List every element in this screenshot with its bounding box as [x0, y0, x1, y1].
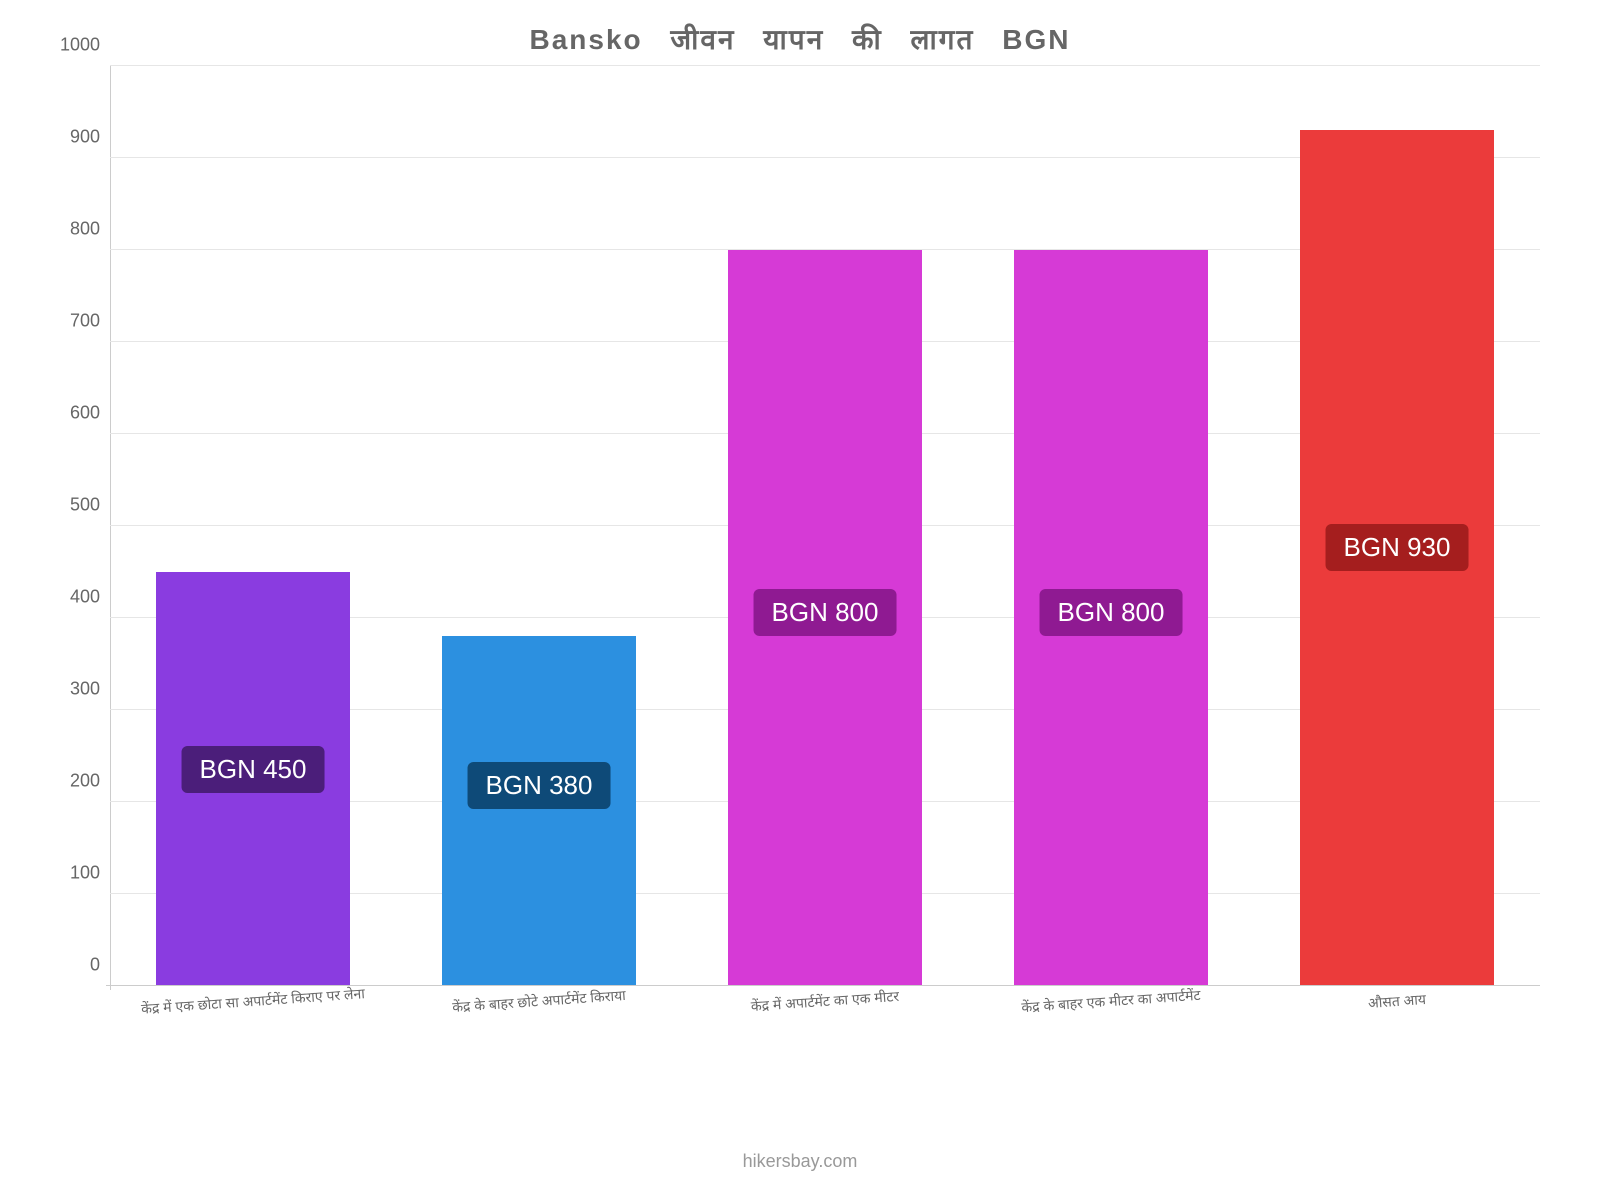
bars-group: BGN 450 BGN 380 BGN 800 BGN 800 BGN 930 — [110, 66, 1540, 986]
x-label-slot: केंद्र में एक छोटा सा अपार्टमेंट किराए प… — [110, 986, 396, 1046]
y-tick-label: 500 — [70, 495, 110, 516]
y-tick-label: 600 — [70, 403, 110, 424]
bar-value-label: BGN 930 — [1326, 524, 1469, 571]
x-label-slot: औसत आय — [1254, 986, 1540, 1046]
bar-value-label: BGN 380 — [468, 762, 611, 809]
bar-slot: BGN 800 — [968, 66, 1254, 986]
bar: BGN 930 — [1300, 130, 1494, 986]
plot-area: 01002003004005006007008009001000 BGN 450… — [110, 66, 1540, 986]
y-tick-label: 300 — [70, 679, 110, 700]
bar-value-label: BGN 450 — [182, 746, 325, 793]
bar-slot: BGN 930 — [1254, 66, 1540, 986]
bar-slot: BGN 380 — [396, 66, 682, 986]
bar-value-label: BGN 800 — [754, 589, 897, 636]
bar-slot: BGN 450 — [110, 66, 396, 986]
x-label-slot: केंद्र के बाहर छोटे अपार्टमेंट किराया — [396, 986, 682, 1046]
x-axis-category-label: केंद्र में अपार्टमेंट का एक मीटर — [750, 987, 899, 1016]
bar: BGN 800 — [1014, 250, 1208, 986]
y-tick-label: 400 — [70, 587, 110, 608]
y-tick-label: 0 — [90, 955, 110, 976]
x-axis-category-label: केंद्र के बाहर एक मीटर का अपार्टमेंट — [1021, 986, 1201, 1017]
x-label-slot: केंद्र के बाहर एक मीटर का अपार्टमेंट — [968, 986, 1254, 1046]
bar-slot: BGN 800 — [682, 66, 968, 986]
attribution-text: hikersbay.com — [0, 1151, 1600, 1172]
x-label-slot: केंद्र में अपार्टमेंट का एक मीटर — [682, 986, 968, 1046]
y-tick-label: 100 — [70, 863, 110, 884]
x-axis-labels: केंद्र में एक छोटा सा अपार्टमेंट किराए प… — [110, 986, 1540, 1046]
y-tick-label: 800 — [70, 219, 110, 240]
bar: BGN 800 — [728, 250, 922, 986]
x-axis-category-label: केंद्र के बाहर छोटे अपार्टमेंट किराया — [452, 986, 627, 1017]
y-tick-label: 1000 — [60, 35, 110, 56]
y-tick-label: 200 — [70, 771, 110, 792]
bar: BGN 450 — [156, 572, 350, 986]
x-axis-category-label: औसत आय — [1367, 990, 1426, 1013]
y-tick-label: 900 — [70, 127, 110, 148]
bar: BGN 380 — [442, 636, 636, 986]
y-tick-label: 700 — [70, 311, 110, 332]
chart-container: Bansko जीवन यापन की लागत BGN 01002003004… — [40, 20, 1560, 1100]
chart-title: Bansko जीवन यापन की लागत BGN — [40, 20, 1560, 58]
x-axis-category-label: केंद्र में एक छोटा सा अपार्टमेंट किराए प… — [141, 984, 366, 1019]
bar-value-label: BGN 800 — [1040, 589, 1183, 636]
